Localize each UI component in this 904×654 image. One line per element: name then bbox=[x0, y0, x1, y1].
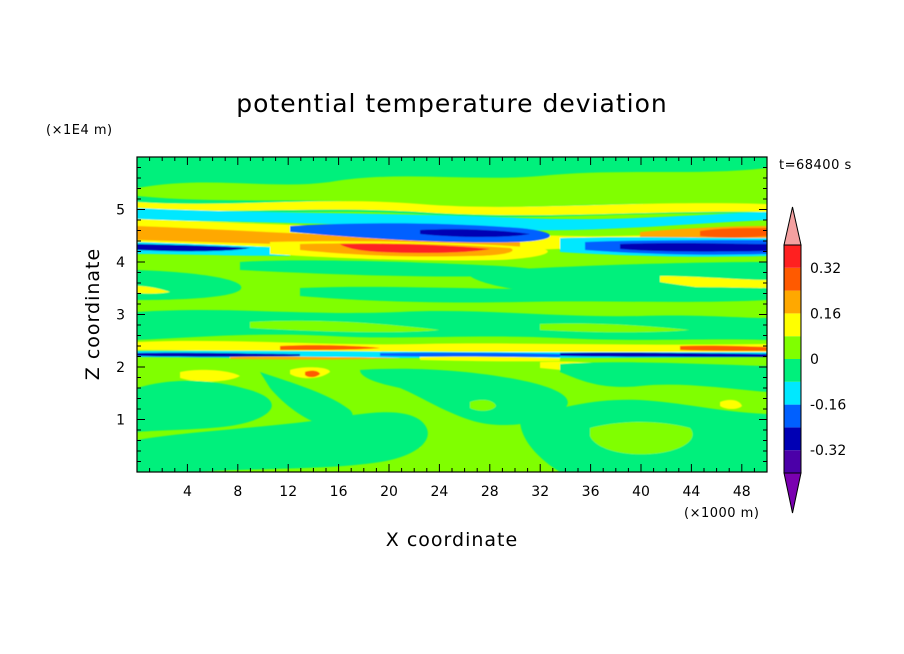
x-tick-label: 12 bbox=[279, 484, 297, 500]
contour-band bbox=[360, 368, 568, 426]
contour-band bbox=[560, 362, 767, 392]
colorbar-level bbox=[784, 427, 801, 451]
x-axis-label: X coordinate bbox=[386, 529, 518, 551]
contour-band bbox=[700, 228, 767, 238]
x-tick-label: 48 bbox=[733, 484, 751, 500]
x-axis: 4 8 12 16 20 24 28 32 36 40 44 48 bbox=[149, 157, 755, 500]
contour-band bbox=[250, 320, 440, 333]
colorbar-level bbox=[784, 359, 801, 382]
contour-band bbox=[720, 399, 742, 409]
contour-band bbox=[470, 399, 496, 411]
contour-band bbox=[260, 372, 353, 426]
y-unit-label: (×1E4 m) bbox=[46, 123, 113, 138]
contour-band bbox=[240, 260, 545, 277]
x-tick-label: 8 bbox=[233, 484, 242, 500]
contour-band bbox=[137, 352, 300, 357]
colorbar-label: -0.16 bbox=[810, 398, 846, 414]
contour-band bbox=[137, 412, 428, 472]
colorbar-level bbox=[784, 245, 801, 268]
colorbar-label: 0.32 bbox=[810, 261, 841, 277]
contour-band bbox=[420, 229, 530, 237]
x-tick-label: 20 bbox=[380, 484, 398, 500]
contour-band bbox=[180, 369, 240, 382]
y-tick-label: 2 bbox=[116, 360, 125, 376]
contour-band bbox=[280, 345, 380, 350]
contour-band bbox=[137, 380, 272, 432]
contour-band bbox=[680, 345, 767, 351]
x-tick-label: 28 bbox=[481, 484, 499, 500]
contour-band bbox=[300, 286, 767, 303]
contour-band bbox=[137, 201, 767, 216]
contour-band bbox=[380, 352, 560, 357]
colorbar-label: 0.16 bbox=[810, 306, 841, 322]
colorbar-level bbox=[784, 336, 801, 359]
contour-band bbox=[137, 208, 767, 231]
colorbar-level bbox=[784, 267, 801, 291]
colorbar-frame bbox=[783, 244, 802, 474]
x-tick-label: 16 bbox=[330, 484, 348, 500]
colorbar-level bbox=[784, 313, 801, 337]
contour-band bbox=[420, 356, 560, 362]
contour-band bbox=[137, 310, 767, 340]
x-tick-label: 32 bbox=[531, 484, 549, 500]
colorbar-level bbox=[784, 290, 801, 314]
contour-band bbox=[137, 286, 170, 294]
contour-band bbox=[137, 244, 250, 252]
y-tick-label: 1 bbox=[116, 413, 125, 429]
contour-band bbox=[230, 356, 400, 360]
x-tick-label: 4 bbox=[183, 484, 192, 500]
contour-band bbox=[590, 422, 693, 455]
colorbar: 0.32 0.16 0 -0.16 -0.32 bbox=[783, 206, 846, 514]
contour-band bbox=[420, 442, 520, 472]
time-label: t=68400 s bbox=[779, 158, 852, 173]
contour-field bbox=[137, 157, 767, 472]
x-unit-label: (×1000 m) bbox=[684, 506, 759, 521]
contour-band bbox=[620, 243, 767, 252]
x-tick-label: 24 bbox=[430, 484, 448, 500]
y-tick-label: 5 bbox=[116, 203, 125, 219]
colorbar-label: -0.32 bbox=[810, 443, 846, 459]
contour-band bbox=[540, 323, 690, 333]
contour-band bbox=[340, 243, 490, 253]
x-tick-label: 40 bbox=[632, 484, 650, 500]
chart-title: potential temperature deviation bbox=[236, 89, 667, 118]
colorbar-extend-top bbox=[783, 206, 802, 246]
colorbar-level bbox=[784, 381, 801, 405]
contour-band bbox=[137, 157, 767, 188]
colorbar-level bbox=[784, 450, 801, 473]
contour-band bbox=[305, 370, 320, 378]
x-tick-label: 36 bbox=[582, 484, 600, 500]
colorbar-extend-bottom bbox=[783, 472, 802, 514]
colorbar-level bbox=[784, 404, 801, 428]
y-axis: 1 2 3 4 5 bbox=[116, 167, 767, 462]
contour-band bbox=[560, 352, 767, 357]
colorbar-label: 0 bbox=[810, 352, 819, 368]
x-tick-label: 44 bbox=[682, 484, 700, 500]
y-tick-label: 3 bbox=[116, 308, 125, 324]
y-axis-label: Z coordinate bbox=[82, 248, 104, 380]
y-tick-label: 4 bbox=[116, 255, 125, 271]
